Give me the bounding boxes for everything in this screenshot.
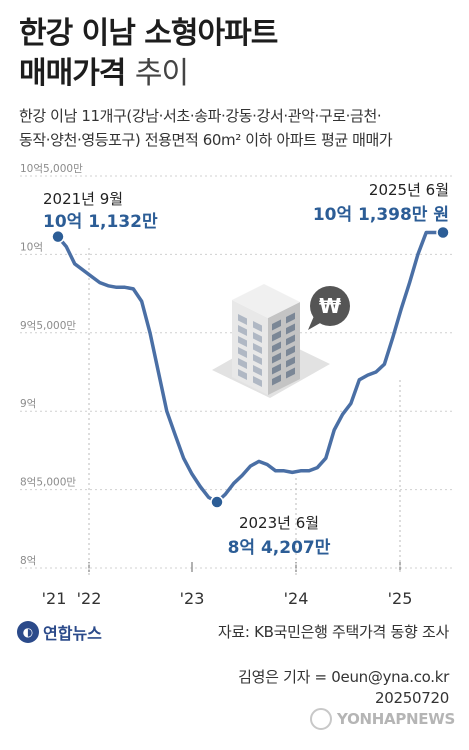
title-bold: 매매가격 (19, 56, 126, 91)
building-illustration (212, 284, 330, 398)
title-line-1: 한강 이남 소형아파트 (19, 16, 278, 51)
svg-text:₩: ₩ (319, 294, 341, 318)
building-window (286, 323, 295, 335)
grid-layer: 8억 8억5,000만 9억 9억5,000만 10억 10억5,000만 '21 '22 '2… (20, 163, 455, 608)
building-window (238, 325, 247, 336)
building-window (272, 374, 281, 386)
won-bubble-icon: ₩ (308, 286, 350, 330)
yonhap-logo-icon: ◐ (17, 621, 39, 643)
y-tick-label: 8억5,000만 (20, 477, 76, 489)
annotation-date: 2025년 6월 (369, 181, 449, 199)
building-window (253, 365, 262, 376)
chart-subtitle: 한강 이남 11개구(강남·서초·송파·강동·강서·관악·구로·금천· 동작·양… (19, 104, 459, 152)
annotation-layer: 2021년 9월 10억 1,132만 2023년 6월 8억 4,207만 2025년… (43, 181, 449, 558)
x-tick-label: '25 (388, 589, 413, 608)
watermark-icon (310, 708, 333, 730)
building-window (253, 354, 262, 365)
building-window (286, 312, 295, 324)
building-window (238, 369, 247, 380)
x-tick-label: '22 (77, 589, 102, 608)
y-tick-label: 10억 (20, 241, 43, 253)
annotation-value: 8억 4,207만 (228, 538, 331, 558)
yonhap-watermark: YONHAPNEWS (310, 708, 455, 730)
credit-date: 20250720 (375, 689, 449, 707)
building-window (272, 319, 281, 331)
building-window (238, 358, 247, 369)
building-window (272, 330, 281, 342)
x-tick-label: '21 (42, 589, 67, 608)
building-window (238, 336, 247, 347)
annotation-date: 2021년 9월 (43, 190, 123, 208)
y-tick-label: 9억5,000만 (20, 320, 76, 332)
chart-title: 한강 이남 소형아파트 매매가격 추이 (19, 14, 278, 94)
building-window (286, 356, 295, 368)
building-window (253, 321, 262, 332)
annotation-date: 2023년 6월 (239, 514, 319, 532)
x-tick-label: '24 (284, 589, 309, 608)
building-window (272, 341, 281, 353)
credit: 김영은 기자 = 0eun@yna.co.kr 20250720 (238, 667, 449, 709)
building-window (253, 332, 262, 343)
watermark-text: YONHAPNEWS (337, 710, 455, 728)
subtitle-line-2: 동작·양천·영등포구) 전용면적 60m² 이하 아파트 평균 매매가 (19, 131, 393, 149)
building-window (253, 343, 262, 354)
building-window (238, 347, 247, 358)
x-tick-label: '23 (180, 589, 205, 608)
series-layer (51, 225, 450, 509)
y-tick-label: 8억 (20, 555, 36, 567)
building-window (238, 314, 247, 325)
building-window (286, 345, 295, 357)
building-window (253, 376, 262, 387)
annotation-value: 10억 1,398만 원 (313, 205, 449, 225)
min-marker (210, 495, 224, 509)
y-tick-label: 10억5,000만 (20, 163, 83, 175)
start-marker (51, 229, 65, 244)
source-note: 자료: KB국민은행 주택가격 동향 조사 (217, 623, 449, 641)
y-tick-label: 9억 (20, 398, 36, 410)
logo-text: 연합뉴스 (43, 624, 102, 643)
building-window (286, 367, 295, 379)
building-window (272, 352, 281, 364)
yonhap-logo: ◐ 연합뉴스 (17, 620, 102, 644)
end-marker (436, 225, 450, 240)
annotation-value: 10억 1,132만 (43, 212, 158, 232)
building-window (286, 334, 295, 346)
title-light: 추이 (134, 56, 189, 91)
credit-reporter: 김영은 기자 = 0eun@yna.co.kr (238, 668, 449, 686)
building-window (272, 363, 281, 375)
subtitle-line-1: 한강 이남 11개구(강남·서초·송파·강동·강서·관악·구로·금천· (19, 107, 382, 125)
title-line-2: 매매가격 추이 (19, 54, 277, 94)
